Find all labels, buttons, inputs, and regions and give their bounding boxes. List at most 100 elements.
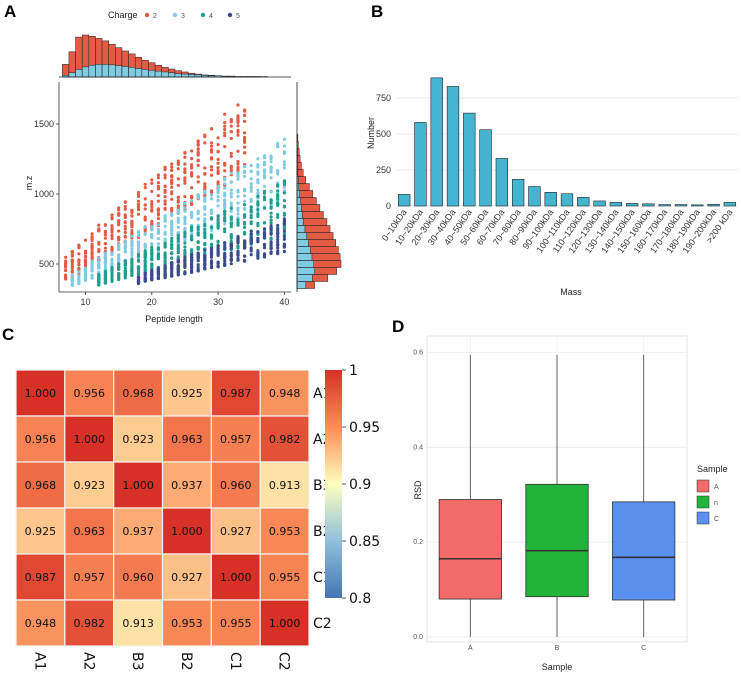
scatter-point-charge-4 <box>150 263 154 267</box>
scatter-point-charge-4 <box>143 261 147 265</box>
scatter-point-charge-5 <box>196 254 200 258</box>
scatter-point-charge-2 <box>110 224 114 228</box>
scatter-point-charge-2 <box>77 244 81 248</box>
scatter-point-charge-2 <box>64 273 68 277</box>
bar-18 <box>691 204 704 207</box>
scatter-point-charge-5 <box>243 240 247 244</box>
scatter-point-charge-4 <box>110 271 114 275</box>
bar-16 <box>658 204 671 207</box>
scatter-point-charge-5 <box>223 259 227 263</box>
scatter-point-charge-4 <box>243 203 247 207</box>
scatter-point-charge-2 <box>190 202 194 206</box>
scatter-point-charge-3 <box>236 188 240 193</box>
box-legend-key-C <box>696 511 710 525</box>
scatter-point-charge-5 <box>262 231 267 235</box>
heatmap-cell-value: 0.913 <box>122 617 154 630</box>
scatter-point-charge-3 <box>77 270 81 274</box>
scatter-point-charge-5 <box>269 231 273 235</box>
scatter-point-charge-3 <box>156 242 160 246</box>
scatter-point-charge-4 <box>170 246 174 251</box>
box-y-tick-label: 0.2 <box>413 539 423 546</box>
scatter-point-charge-3 <box>196 217 200 221</box>
scatter-point-charge-2 <box>216 136 220 140</box>
scatter-point-charge-2 <box>183 194 187 199</box>
scatter-point-charge-2 <box>190 166 194 170</box>
colorbar-tick-label: 0.95 <box>349 420 380 436</box>
scatter-point-charge-3 <box>170 220 174 224</box>
scatter-point-charge-2 <box>236 159 240 164</box>
scatter-point-charge-4 <box>229 215 233 220</box>
scatter-point-charge-4 <box>249 216 253 220</box>
scatter-point-charge-5 <box>276 227 280 231</box>
scatter-point-charge-4 <box>176 243 180 247</box>
scatter-point-charge-2 <box>236 149 240 153</box>
scatter-point-charge-3 <box>183 238 187 243</box>
heatmap-cell-value: 1.000 <box>74 433 106 446</box>
right-hist-bar-charge-3 <box>296 225 306 233</box>
scatter-point-charge-5 <box>236 238 240 242</box>
scatter-point-charge-3 <box>110 257 114 261</box>
scatter-point-charge-2 <box>103 246 107 250</box>
scatter-point-charge-2 <box>183 167 187 171</box>
scatter-point-charge-3 <box>163 239 167 243</box>
scatter-point-charge-3 <box>70 273 74 277</box>
scatter-point-charge-3 <box>282 185 286 189</box>
scatter-point-charge-5 <box>236 235 240 239</box>
scatter-point-charge-3 <box>249 177 253 181</box>
scatter-point-charge-4 <box>150 245 154 249</box>
scatter-point-charge-5 <box>276 234 280 239</box>
scatter-point-charge-4 <box>103 269 107 274</box>
scatter-point-charge-2 <box>203 182 207 186</box>
legend-dot-charge-5 <box>227 12 233 18</box>
scatter-point-charge-4 <box>249 205 253 209</box>
scatter-point-charge-2 <box>97 248 101 252</box>
box-y-label: RSD <box>413 480 423 500</box>
scatter-point-charge-2 <box>77 260 81 264</box>
scatter-point-charge-4 <box>269 215 273 219</box>
scatter-point-charge-4 <box>163 241 167 245</box>
scatter-point-charge-5 <box>196 263 200 267</box>
scatter-point-charge-5 <box>223 246 227 251</box>
top-hist-bar-charge-3 <box>68 72 76 78</box>
scatter-point-charge-3 <box>216 204 220 208</box>
scatter-point-charge-2 <box>123 220 127 224</box>
scatter-point-charge-4 <box>223 215 227 220</box>
scatter-point-charge-2 <box>223 161 227 165</box>
scatter-point-charge-3 <box>176 219 180 223</box>
scatter-point-charge-3 <box>150 234 154 238</box>
scatter-point-charge-3 <box>130 250 134 254</box>
scatter-point-charge-5 <box>269 250 273 254</box>
scatter-point-charge-3 <box>143 225 147 229</box>
scatter-point-charge-2 <box>110 236 114 241</box>
scatter-point-charge-2 <box>64 261 68 265</box>
top-hist-bar-charge-3 <box>168 72 176 78</box>
scatter-points <box>64 103 286 287</box>
scatter-point-charge-2 <box>156 173 160 177</box>
scatter-point-charge-3 <box>229 188 233 192</box>
scatter-point-charge-4 <box>176 236 180 240</box>
scatter-point-charge-3 <box>97 263 101 267</box>
scatter-point-charge-5 <box>163 266 167 270</box>
heatmap-cell <box>161 599 212 647</box>
scatter-point-charge-2 <box>229 154 233 158</box>
scatter-point-charge-3 <box>209 193 214 197</box>
scatter-point-charge-2 <box>150 200 154 204</box>
scatter-point-charge-4 <box>156 246 160 250</box>
heatmap-cell <box>64 369 115 417</box>
scatter-point-charge-2 <box>209 144 214 148</box>
scatter-point-charge-2 <box>176 159 180 163</box>
scatter-point-charge-4 <box>170 252 174 256</box>
heatmap-cell <box>15 599 66 647</box>
scatter-point-charge-3 <box>83 277 88 281</box>
scatter-point-charge-2 <box>203 184 207 188</box>
scatter-point-charge-4 <box>282 199 286 203</box>
scatter-point-charge-2 <box>163 207 167 211</box>
scatter-point-charge-3 <box>143 242 147 246</box>
scatter-point-charge-4 <box>150 248 154 253</box>
scatter-point-charge-2 <box>136 208 141 212</box>
scatter-point-charge-4 <box>156 254 160 258</box>
scatter-point-charge-2 <box>243 119 247 123</box>
scatter-point-charge-2 <box>83 238 88 242</box>
scatter-point-charge-3 <box>236 177 240 181</box>
box-legend-label-B: n <box>714 500 718 507</box>
